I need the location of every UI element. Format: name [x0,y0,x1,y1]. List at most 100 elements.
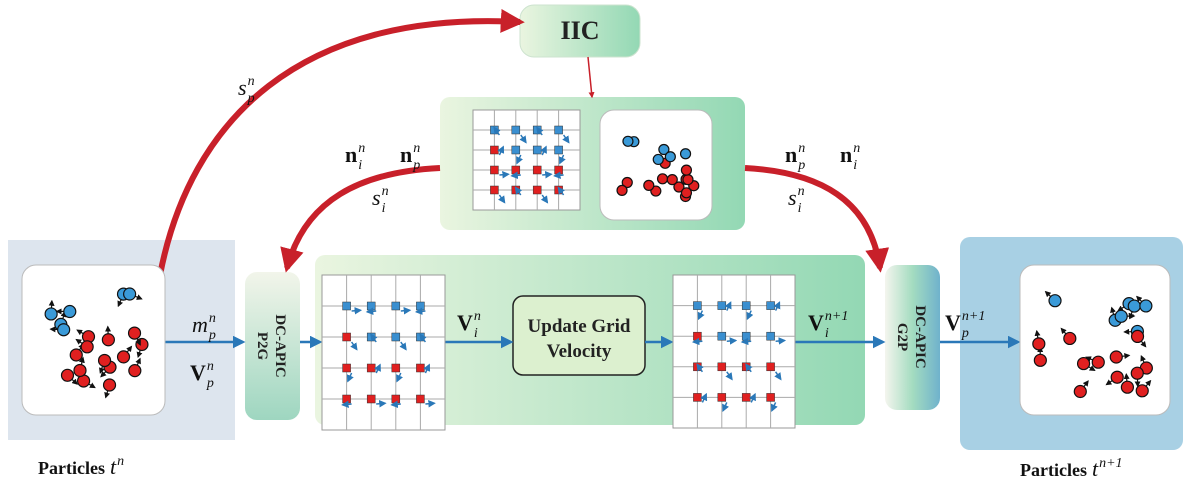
arrow [745,168,880,268]
grid-node [555,146,563,154]
math-superscript: n [248,74,255,89]
particle-box [600,110,712,220]
grid-vector [392,404,401,405]
particle [74,364,86,376]
grid-image [473,110,580,210]
grid-node [718,363,726,371]
g2p-label: DC-APIC [912,305,928,368]
math-base: n [345,142,357,167]
grid-node [416,364,424,372]
grid-node [555,166,563,174]
math-subscript: i [825,326,829,341]
grid-node [367,302,375,310]
particle [58,324,70,336]
particle [1132,330,1144,342]
particle [1115,310,1127,322]
particle [658,174,668,184]
grid-vector [555,175,564,176]
grid-node [767,363,775,371]
math-base: V [808,310,824,335]
particle [681,188,691,198]
math-superscript: n [413,141,420,156]
grid-node [490,186,498,194]
math-subscript: p [961,326,969,341]
grid-node [693,393,701,401]
particle [1128,300,1140,312]
math-subscript: p [206,376,214,391]
grid-node [392,364,400,372]
particle [118,351,130,363]
grid-node [718,332,726,340]
math-superscript: n [382,184,389,199]
math-subscript: i [358,158,362,173]
particle [104,379,116,391]
grid-node [343,333,351,341]
grid-vector [425,403,434,404]
particle [99,354,111,366]
grid-image [673,275,795,428]
grid-node [490,166,498,174]
particle [644,180,654,190]
grid-vector [376,403,385,404]
grid-image [322,275,445,430]
grid-node [367,364,375,372]
math-base: n [840,142,852,167]
math-superscript: n [474,309,481,324]
grid-vector [499,174,508,175]
math-superscript: n [209,311,216,326]
math-base: s [788,185,797,210]
particle [1136,385,1148,397]
grid-node [767,393,775,401]
p2g-label: P2G [254,332,270,361]
particle [1110,351,1122,363]
diagram: IIC Update Grid Velocity DC-APIC P2G DC-… [0,0,1183,491]
particle [1078,358,1090,370]
math-base: n [785,142,797,167]
grid-node [512,166,520,174]
math-base: V [457,310,473,335]
grid-vector [401,310,410,311]
grid-node [742,332,750,340]
grid-vector [512,175,521,176]
particle [1049,295,1061,307]
grid-vector [343,404,352,405]
grid-node [343,364,351,372]
particle [1034,354,1046,366]
particle [1121,381,1133,393]
grid-node [490,146,498,154]
grid-node [533,146,541,154]
particle [683,175,693,185]
grid-node [343,302,351,310]
grid-node [343,395,351,403]
g2p-label: G2P [894,323,910,351]
math-superscript: n [207,359,214,374]
math-superscript: n+1 [962,309,985,324]
math-subscript: i [474,326,478,341]
particle [102,334,114,346]
grid-node [392,302,400,310]
particle [81,341,93,353]
grid-node [742,393,750,401]
math-subscript: i [853,158,857,173]
math-superscript: n+1 [825,309,848,324]
update-label: Update Grid [528,316,631,337]
math-subscript: p [208,328,216,343]
grid-node [718,302,726,310]
particle [129,327,141,339]
grid-vector [693,341,702,342]
grid-vector [776,340,785,341]
grid-node [555,126,563,134]
particle [1140,300,1152,312]
grid-vector [352,310,361,311]
grid-node [767,302,775,310]
math-superscript: n [798,141,805,156]
iic-label: IIC [560,16,599,45]
grid-node [533,186,541,194]
math-base: n [400,142,412,167]
particle [70,349,82,361]
particle [1074,386,1086,398]
particle [1092,356,1104,368]
particle [623,136,633,146]
caption-var: t [110,454,117,479]
particle [64,306,76,318]
